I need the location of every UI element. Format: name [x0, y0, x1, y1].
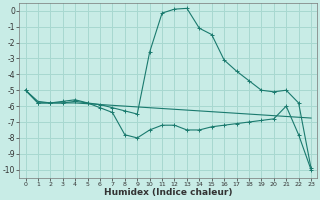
X-axis label: Humidex (Indice chaleur): Humidex (Indice chaleur) [104, 188, 233, 197]
